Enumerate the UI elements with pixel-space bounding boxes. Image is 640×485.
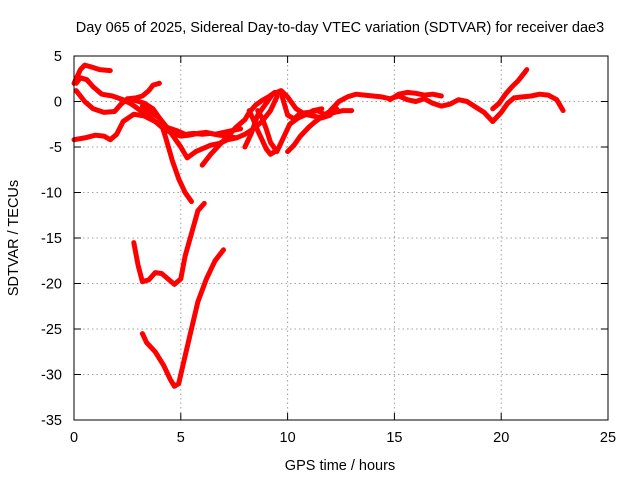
series-line-11 [255,106,325,155]
y-tick-label: -5 [49,140,62,156]
y-tick-label: -25 [41,322,62,338]
chart-title: Day 065 of 2025, Sidereal Day-to-day VTE… [76,20,604,36]
x-axis-label: GPS time / hours [285,458,395,474]
y-tick-label: -30 [41,368,62,384]
series-line-7 [131,200,207,287]
series-line-10 [242,88,333,150]
series-line-13 [285,106,340,155]
x-tick-label: 5 [177,430,185,446]
series-line-14 [327,91,566,124]
series-line-16 [490,67,530,112]
series-line-5 [124,96,194,205]
series-layer [71,62,566,389]
series-line-15 [387,89,444,103]
x-tick-label: 15 [386,430,402,446]
y-tick-label: 5 [54,49,62,65]
x-tick-label: 10 [280,430,296,446]
series-line-9 [199,89,355,168]
y-tick-label: -15 [41,231,62,247]
axis-ticks: 0 5 10 15 20 25 5 0 -5 -10 -15 -20 -25 -30 -35 [41,49,616,446]
series-line-2 [73,75,244,139]
y-tick-label: -35 [41,413,62,429]
y-tick-label: -20 [41,277,62,293]
x-tick-label: 20 [493,430,509,446]
x-tick-label: 25 [600,430,616,446]
y-tick-label: -10 [41,186,62,202]
series-line-1 [71,62,113,86]
y-axis-label: SDTVAR / TECUs [6,180,22,296]
series-line-8 [139,247,226,389]
y-tick-label: 0 [54,95,62,111]
series-line-12 [246,108,278,157]
x-tick-label: 0 [70,430,78,446]
series-line-3 [73,80,162,115]
series-line-4 [71,94,280,143]
